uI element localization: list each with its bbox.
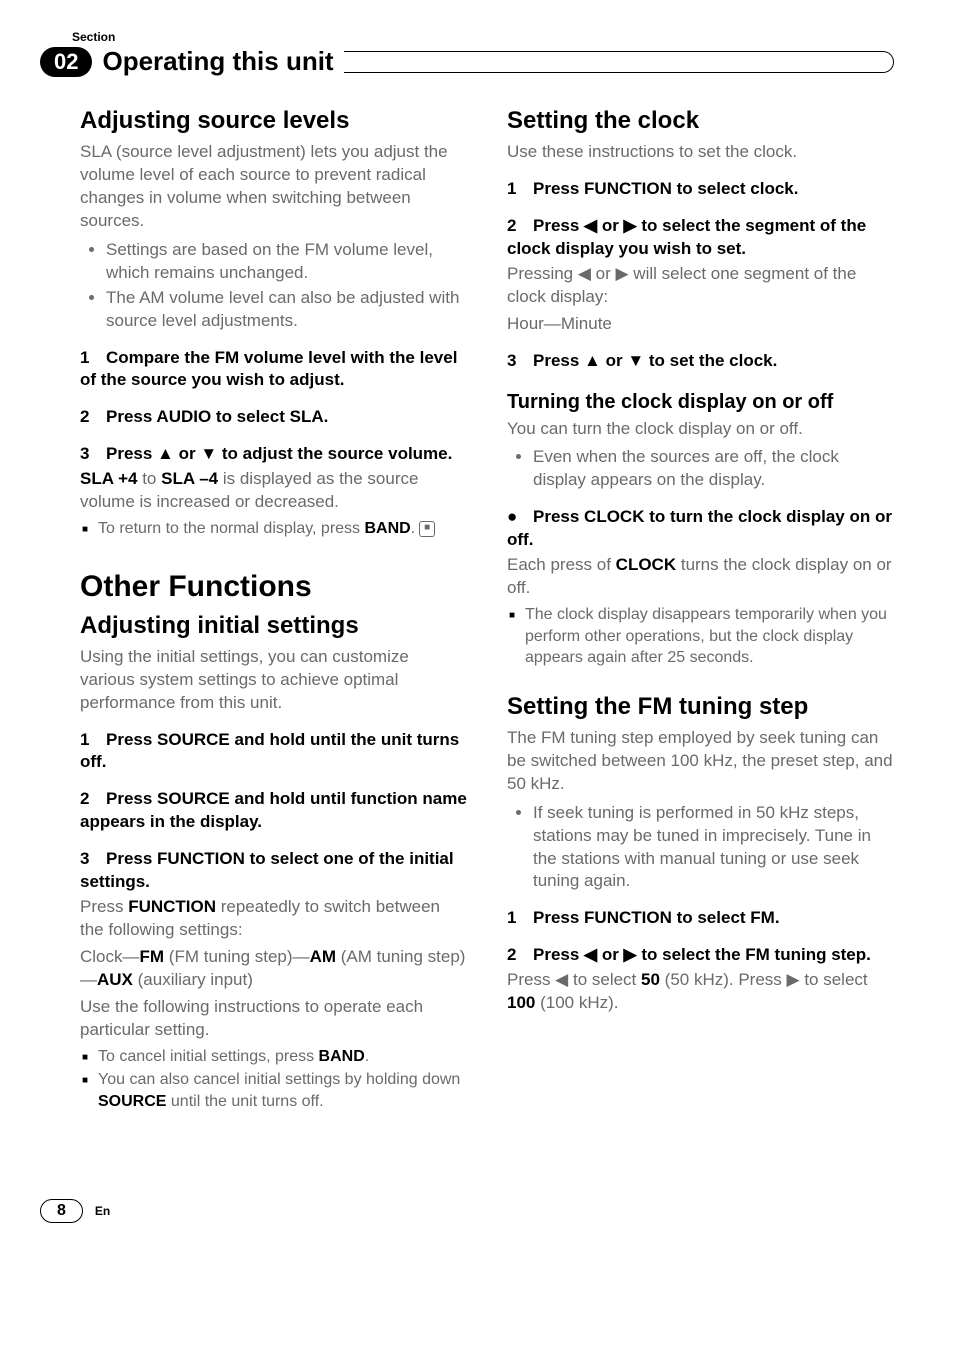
paragraph: The FM tuning step employed by seek tuni… [507,727,894,796]
section-header: Section 02 Operating this unit [40,30,894,77]
paragraph: SLA (source level adjustment) lets you a… [80,141,467,233]
section-label: Section [72,30,894,44]
heading-setting-the-clock: Setting the clock [507,107,894,135]
step: 1Compare the FM volume level with the le… [80,347,467,393]
step: 2Press AUDIO to select SLA. [80,406,467,429]
step: 1Press FUNCTION to select clock. [507,178,894,201]
bullet-list: Even when the sources are off, the clock… [507,446,894,492]
bullet-list: Settings are based on the FM volume leve… [80,239,467,333]
step-note: Pressing ◀ or ▶ will select one segment … [507,263,894,309]
section-number: 02 [40,47,92,77]
step-note: Press FUNCTION repeatedly to switch betw… [80,896,467,942]
heading-adjusting-source-levels: Adjusting source levels [80,107,467,135]
heading-adjusting-initial-settings: Adjusting initial settings [80,612,467,640]
list-item: If seek tuning is performed in 50 kHz st… [533,802,894,894]
step: 1Press SOURCE and hold until the unit tu… [80,729,467,775]
bullet-list: If seek tuning is performed in 50 kHz st… [507,802,894,894]
step: 2Press SOURCE and hold until function na… [80,788,467,834]
step-note: Use the following instructions to operat… [80,996,467,1042]
step: 2Press ◀ or ▶ to select the segment of t… [507,215,894,261]
step-note: SLA +4 to SLA –4 is displayed as the sou… [80,468,467,514]
right-column: Setting the clock Use these instructions… [507,107,894,1119]
step: 1Press FUNCTION to select FM. [507,907,894,930]
step: 2Press ◀ or ▶ to select the FM tuning st… [507,944,894,967]
step: ●Press CLOCK to turn the clock display o… [507,506,894,552]
list-item: To cancel initial settings, press BAND. [80,1046,467,1068]
list-item: To return to the normal display, press B… [80,518,467,540]
list-item: Even when the sources are off, the clock… [533,446,894,492]
step: 3Press ▲ or ▼ to set the clock. [507,350,894,373]
paragraph: You can turn the clock display on or off… [507,418,894,441]
end-icon: ■ [419,521,435,537]
section-title: Operating this unit [102,46,333,77]
step-note: Clock—FM (FM tuning step)—AM (AM tuning … [80,946,467,992]
step-note: Hour—Minute [507,313,894,336]
paragraph: Use these instructions to set the clock. [507,141,894,164]
step-note: Each press of CLOCK turns the clock disp… [507,554,894,600]
section-rule [344,47,894,77]
list-item: You can also cancel initial settings by … [80,1069,467,1112]
page-number: 8 [40,1199,83,1223]
step: 3Press FUNCTION to select one of the ini… [80,848,467,894]
step: 3Press ▲ or ▼ to adjust the source volum… [80,443,467,466]
note-list: To return to the normal display, press B… [80,518,467,540]
heading-other-functions: Other Functions [80,570,467,604]
paragraph: Using the initial settings, you can cust… [80,646,467,715]
list-item: The clock display disappears temporarily… [507,604,894,669]
list-item: The AM volume level can also be adjusted… [106,287,467,333]
page-footer: 8 En [40,1199,894,1223]
list-item: Settings are based on the FM volume leve… [106,239,467,285]
note-list: The clock display disappears temporarily… [507,604,894,669]
step-note: Press ◀ to select 50 (50 kHz). Press ▶ t… [507,969,894,1015]
language-label: En [95,1204,110,1218]
heading-turning-clock-display: Turning the clock display on or off [507,391,894,414]
note-list: To cancel initial settings, press BAND. … [80,1046,467,1113]
left-column: Adjusting source levels SLA (source leve… [80,107,467,1119]
heading-setting-fm-tuning-step: Setting the FM tuning step [507,693,894,721]
